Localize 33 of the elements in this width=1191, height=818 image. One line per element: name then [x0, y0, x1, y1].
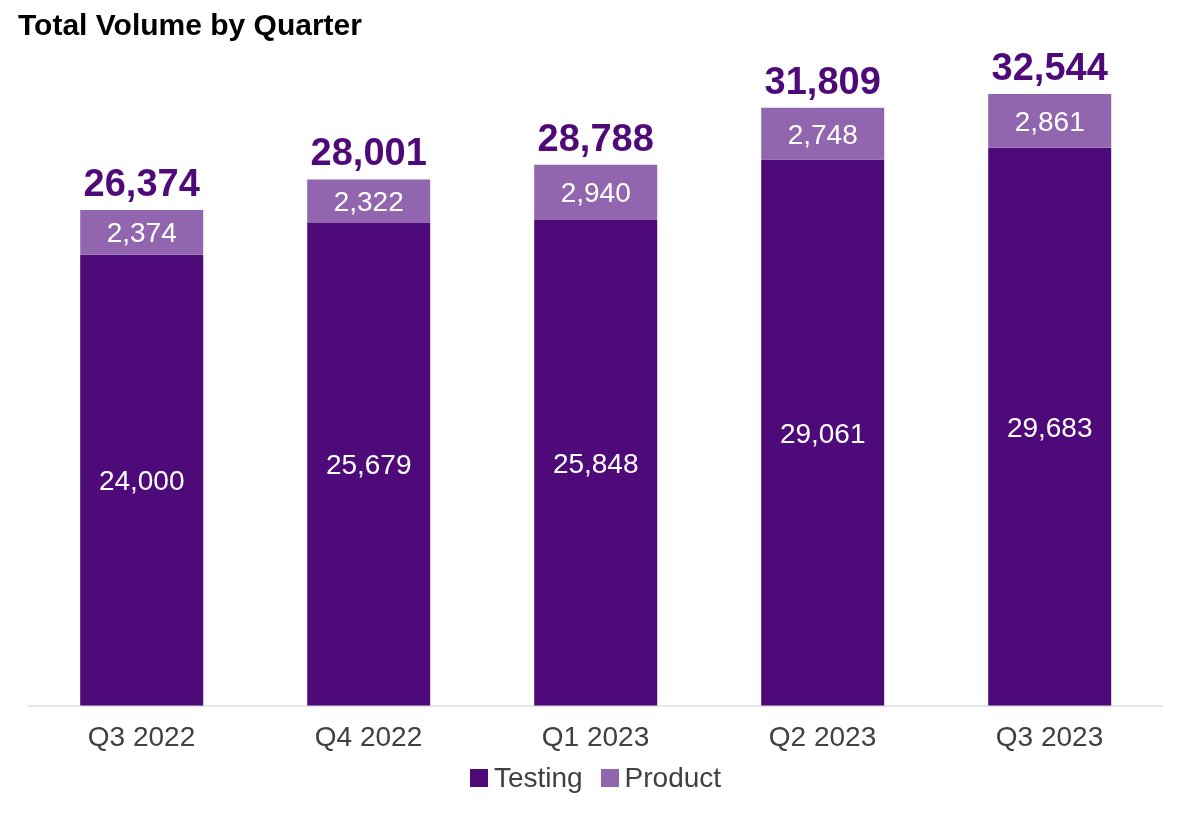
bar: [307, 179, 431, 224]
bar: [534, 164, 658, 220]
total-label: 32,544: [991, 46, 1108, 88]
x-tick-label: Q3 2023: [995, 720, 1104, 752]
bar: [761, 107, 885, 160]
data-label: 2,940: [560, 177, 631, 209]
chart-title: Total Volume by Quarter: [17, 8, 363, 43]
data-label: 2,748: [787, 118, 858, 150]
legend-label: Product: [624, 762, 722, 794]
data-label: 2,322: [333, 186, 404, 218]
x-tick-label: Q2 2023: [768, 720, 877, 752]
data-label: 2,861: [1014, 105, 1085, 137]
data-label: 29,061: [779, 417, 866, 449]
data-label: 25,679: [325, 449, 412, 481]
total-label: 28,001: [310, 131, 427, 174]
x-tick-label: Q1 2023: [541, 720, 650, 752]
bar: [988, 147, 1112, 706]
data-label: 25,848: [552, 447, 639, 479]
data-label: 29,683: [1006, 411, 1093, 443]
bar: [534, 219, 658, 706]
total-label: 31,809: [764, 59, 881, 102]
total-label: 28,788: [537, 116, 654, 159]
x-tick-label: Q3 2022: [87, 720, 196, 752]
bar: [761, 159, 885, 706]
total-label: 26,374: [83, 162, 200, 205]
bar: [307, 223, 431, 706]
bar: [80, 210, 204, 255]
x-tick-label: Q4 2022: [314, 720, 423, 752]
legend-label: Testing: [493, 762, 583, 794]
bar: [80, 254, 204, 706]
data-label: 24,000: [98, 465, 185, 497]
data-label: 2,374: [106, 217, 177, 249]
bar: [988, 94, 1112, 148]
